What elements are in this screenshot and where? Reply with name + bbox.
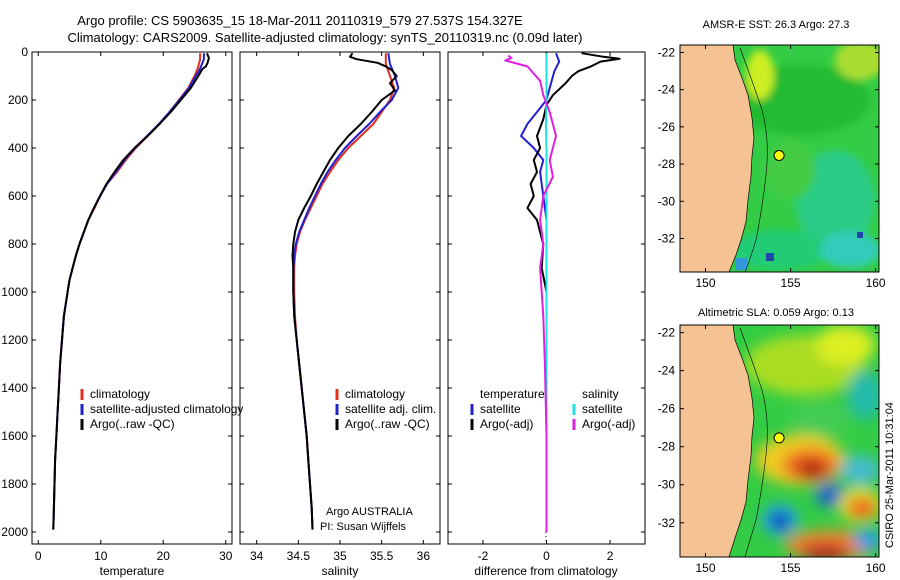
series-line-argo-raw-qc- [291, 52, 398, 530]
legend-label: satellite-adjusted climatology [90, 402, 243, 416]
x-tick-label: 10 [94, 549, 108, 563]
sla-land-mass [680, 325, 755, 557]
temperature-panel: 0 10 20 30 0 200 400 600 800 1000 1200 1400 1600 1800… [1, 45, 243, 578]
sla-map-title: Altimetric SLA: 0.059 Argo: 0.13 [698, 307, 854, 319]
y-tick-label: 1000 [1, 285, 28, 299]
map-y-tick-label: -22 [658, 326, 676, 340]
y-tick-label: 400 [8, 141, 28, 155]
x-tick-label: 20 [157, 549, 171, 563]
legend-label: climatology [345, 387, 405, 401]
legend-label: Argo(-adj) [582, 417, 635, 431]
difference-series [504, 52, 621, 532]
legend-group-heading: temperature [480, 387, 545, 401]
x-tick-label: 2 [607, 549, 614, 563]
x-tick-label: 35 [333, 549, 347, 563]
sst-bathymetry-contour [739, 47, 768, 272]
temperature-xlabel: temperature [100, 564, 165, 578]
series-line-argo-raw-qc- [52, 52, 210, 530]
sst-map-ticks: 150 155 160 -22 -24 -26 -28 -30 -32 [658, 45, 886, 290]
sst-land-mass [680, 45, 755, 272]
series-line-salinity-argo-adj- [504, 54, 557, 532]
legend-label: satellite [480, 402, 521, 416]
salinity-xlabel: salinity [322, 564, 359, 578]
difference-xlabel: difference from climatology [474, 564, 617, 578]
sla-map: Altimetric SLA: 0.059 Argo: 0.13 [658, 307, 896, 575]
map-y-tick-label: -30 [658, 194, 676, 208]
argo-float-marker [773, 150, 785, 161]
map-x-tick-label: 160 [866, 276, 886, 290]
temperature-series [52, 52, 210, 530]
y-tick-label: 2000 [1, 525, 28, 539]
map-y-tick-label: -28 [658, 157, 676, 171]
sst-map: AMSR-E SST: 26.3 Argo: 27.3 150 155 160 -22… [658, 19, 886, 290]
legend-label: Argo(..raw -QC) [345, 417, 430, 431]
map-x-tick-label: 155 [781, 561, 801, 575]
x-tick-label: 34 [250, 549, 264, 563]
map-y-tick-label: -32 [658, 232, 676, 246]
figure-title-line2: Climatology: CARS2009. Satellite-adjuste… [67, 30, 583, 45]
x-tick-label: 36 [417, 549, 431, 563]
y-tick-label: 1800 [1, 477, 28, 491]
map-x-tick-label: 150 [695, 276, 715, 290]
map-x-tick-label: 150 [695, 561, 715, 575]
sst-map-title: AMSR-E SST: 26.3 Argo: 27.3 [703, 19, 850, 31]
map-y-tick-label: -30 [658, 478, 676, 492]
map-y-tick-label: -24 [658, 364, 676, 378]
series-line-climatology [52, 53, 202, 528]
y-tick-label: 200 [8, 93, 28, 107]
credit-text: Argo AUSTRALIA [326, 506, 413, 518]
salinity-axes-frame [239, 51, 441, 545]
difference-panel: -2 0 2 temperaturesatelliteArgo(-adj)salin… [447, 51, 646, 578]
y-tick-label: 0 [21, 45, 28, 59]
salinity-series [291, 52, 400, 530]
y-tick-label: 1200 [1, 333, 28, 347]
difference-ticks: -2 0 2 [448, 51, 645, 563]
figure-title-line1: Argo profile: CS 5903635_15 18-Mar-2011 … [77, 13, 523, 28]
series-line-climatology [293, 53, 396, 528]
sla-bathymetry-contour [739, 327, 768, 557]
legend-group-heading: salinity [582, 387, 619, 401]
y-tick-label: 800 [8, 237, 28, 251]
x-tick-label: 0 [35, 549, 42, 563]
sst-cloud-pixel [857, 232, 863, 238]
sla-map-ticks: 150 155 160 -22 -24 -26 -28 -30 -32 [658, 325, 886, 575]
temperature-ticks: 0 10 20 30 0 200 400 600 800 1000 1200 1400 1600 1800… [1, 45, 232, 563]
map-y-tick-label: -32 [658, 516, 676, 530]
salinity-ticks: 34 34.5 35 35.5 36 [240, 51, 440, 563]
y-tick-label: 1600 [1, 429, 28, 443]
difference-legend: temperaturesatelliteArgo(-adj)salinitysa… [470, 387, 635, 431]
sst-map-frame [679, 44, 880, 273]
series-line-satellite-adjusted-climatology [52, 53, 205, 530]
legend-label: Argo(-adj) [480, 417, 533, 431]
legend-label: satellite [582, 402, 623, 416]
x-tick-label: 30 [219, 549, 233, 563]
sst-cloud-pixel [766, 253, 774, 261]
map-y-tick-label: -26 [658, 402, 676, 416]
pi-text: PI: Susan Wijffels [320, 521, 406, 533]
map-y-tick-label: -24 [658, 83, 676, 97]
map-x-tick-label: 160 [866, 561, 886, 575]
map-x-tick-label: 155 [781, 276, 801, 290]
y-tick-label: 1400 [1, 381, 28, 395]
x-tick-label: 34.5 [287, 549, 311, 563]
legend-label: Argo(..raw -QC) [90, 417, 175, 431]
legend-label: satellite adj. clim. [345, 402, 436, 416]
x-tick-label: -2 [478, 549, 489, 563]
sla-map-frame [679, 324, 880, 558]
map-y-tick-label: -22 [658, 45, 676, 59]
sst-cool-patch [735, 258, 747, 270]
y-tick-label: 600 [8, 189, 28, 203]
map-y-tick-label: -26 [658, 120, 676, 134]
argo-float-marker [773, 432, 785, 444]
legend-label: climatology [90, 387, 150, 401]
timestamp-stamp: CSIRO 25-Mar-2011 10:31:04 [884, 402, 896, 548]
x-tick-label: 35.5 [370, 549, 394, 563]
temperature-axes-frame [31, 51, 233, 545]
map-y-tick-label: -28 [658, 440, 676, 454]
x-tick-label: 0 [543, 549, 550, 563]
